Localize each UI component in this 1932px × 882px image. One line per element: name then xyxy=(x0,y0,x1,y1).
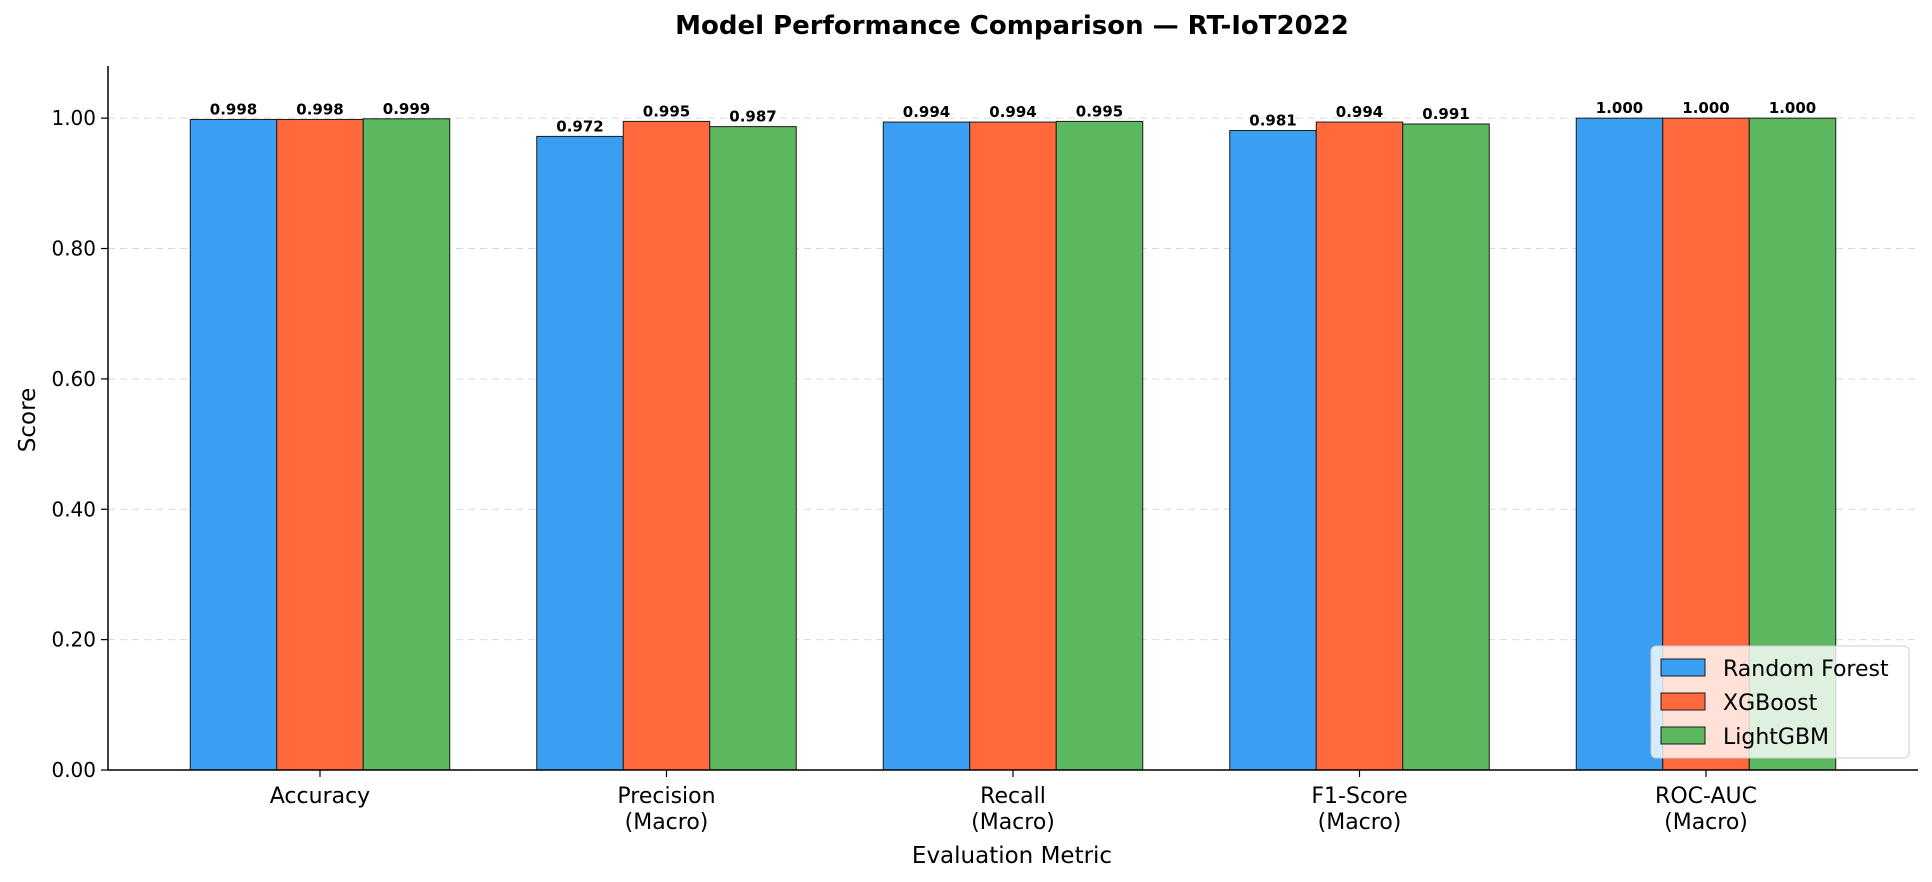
y-axis-title: Score xyxy=(15,388,41,452)
bar-value-label: 1.000 xyxy=(1682,99,1729,117)
x-tick-label: (Macro) xyxy=(1318,810,1402,835)
x-tick-label: Accuracy xyxy=(270,784,370,809)
bar-value-label: 0.994 xyxy=(1336,103,1383,121)
axes: 0.00 0.20 0.40 0.60 0.80 1.00 Accuracy Precisio… xyxy=(51,66,1918,835)
x-tick-label: Precision xyxy=(617,784,715,809)
x-tick-label: (Macro) xyxy=(971,810,1055,835)
bar-xgboost xyxy=(1315,121,1404,771)
x-tick-label: (Macro) xyxy=(1664,810,1748,835)
y-tick-label: 0.00 xyxy=(51,758,96,782)
bar-value-label: 0.981 xyxy=(1249,112,1296,130)
legend-label: Random Forest xyxy=(1723,657,1889,682)
bar-value-label: 0.991 xyxy=(1422,105,1469,123)
bar-value-label: 0.994 xyxy=(989,103,1036,121)
bar-xgboost xyxy=(969,121,1057,771)
x-axis-title: Evaluation Metric xyxy=(912,843,1112,869)
bar-random-forest xyxy=(882,121,971,771)
data-labels: 0.998 0.998 0.999 0.972 0.995 0.987 0.994 0.994… xyxy=(210,99,1816,135)
bar-value-label: 0.998 xyxy=(296,100,343,118)
y-tick-label: 1.00 xyxy=(51,106,96,130)
y-tick-label: 0.40 xyxy=(51,497,96,521)
bar-xgboost xyxy=(622,120,711,771)
bar-lightgbm xyxy=(1055,120,1144,771)
legend-swatch xyxy=(1660,658,1706,677)
chart-title: Model Performance Comparison — RT-IoT202… xyxy=(675,11,1349,41)
bar-value-label: 0.995 xyxy=(643,102,690,120)
bar-random-forest xyxy=(1575,117,1664,771)
bar-random-forest xyxy=(189,118,278,771)
bars xyxy=(189,117,1837,771)
x-tick-label: (Macro) xyxy=(625,810,709,835)
bar-value-label: 0.994 xyxy=(903,103,950,121)
bar-value-label: 0.999 xyxy=(383,100,430,118)
y-tick-label: 0.80 xyxy=(51,237,96,261)
y-tick-label: 0.60 xyxy=(51,367,96,391)
bar-lightgbm xyxy=(1402,123,1490,771)
bar-random-forest xyxy=(1229,130,1317,771)
x-tick-label: ROC-AUC xyxy=(1655,784,1757,809)
legend-swatch xyxy=(1660,726,1706,745)
y-tick-label: 0.20 xyxy=(51,628,96,652)
x-tick-label: F1-Score xyxy=(1311,784,1407,809)
bar-value-label: 0.987 xyxy=(729,108,776,126)
legend-swatch xyxy=(1660,692,1706,711)
bar-value-label: 0.972 xyxy=(556,117,603,135)
bar-lightgbm xyxy=(709,126,797,771)
x-tick-label: Recall xyxy=(980,784,1046,809)
bar-value-label: 0.998 xyxy=(210,100,257,118)
bar-lightgbm xyxy=(362,118,451,771)
bar-xgboost xyxy=(276,118,364,771)
bar-value-label: 1.000 xyxy=(1769,99,1816,117)
bar-random-forest xyxy=(536,135,624,771)
bar-value-label: 1.000 xyxy=(1596,99,1643,117)
bar-value-label: 0.995 xyxy=(1076,102,1123,120)
legend-label: LightGBM xyxy=(1723,725,1829,750)
legend-label: XGBoost xyxy=(1723,691,1818,716)
legend: Random Forest XGBoost LightGBM xyxy=(1650,645,1910,759)
legend-box xyxy=(1650,645,1910,759)
